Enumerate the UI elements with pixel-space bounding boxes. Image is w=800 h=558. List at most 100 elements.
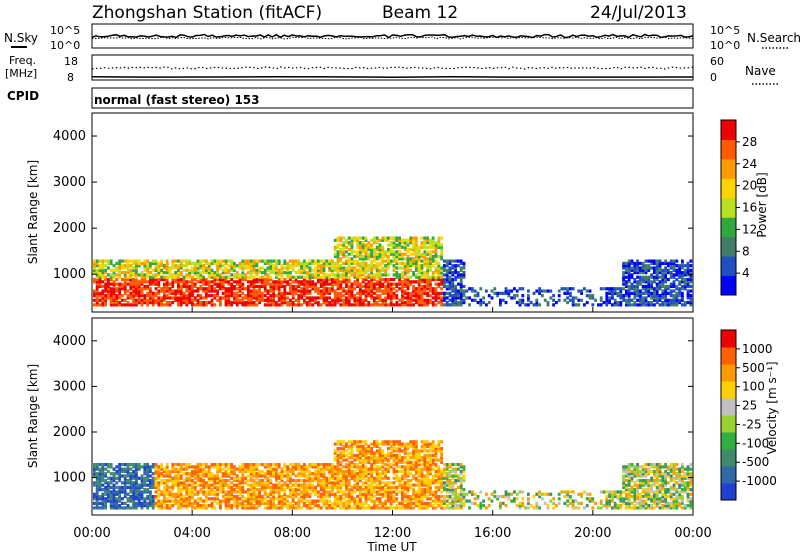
power-heatmap-cells — [93, 236, 692, 306]
power-cell — [295, 271, 298, 274]
velocity-cell — [379, 497, 382, 500]
velocity-cell — [376, 484, 379, 487]
velocity-cell — [110, 472, 113, 475]
power-cell — [387, 303, 390, 306]
power-cell — [138, 260, 141, 263]
power-cell — [625, 289, 628, 292]
power-cell — [323, 260, 326, 263]
power-cell — [488, 294, 491, 297]
power-cell — [575, 296, 578, 299]
velocity-cell — [309, 499, 312, 502]
power-cell — [398, 273, 401, 276]
power-cell — [202, 276, 205, 279]
power-cell — [421, 285, 424, 288]
velocity-cell — [351, 506, 354, 509]
velocity-cell — [292, 484, 295, 487]
power-cell — [642, 296, 645, 299]
power-cell — [351, 236, 354, 239]
power-cell — [384, 236, 387, 239]
power-cell — [373, 296, 376, 299]
velocity-cell — [115, 477, 118, 480]
power-cell — [443, 264, 446, 267]
power-cell — [152, 292, 155, 295]
power-cell — [328, 260, 331, 263]
power-cell — [129, 264, 132, 267]
power-cell — [247, 276, 250, 279]
power-cell — [107, 278, 110, 281]
power-cell — [255, 285, 258, 288]
power-cell — [673, 280, 676, 283]
nave-label: Nave — [745, 64, 776, 78]
power-cell — [401, 262, 404, 265]
power-cell — [362, 255, 365, 258]
power-cell — [334, 246, 337, 249]
power-cell — [118, 283, 121, 286]
velocity-cell — [230, 486, 233, 489]
velocity-cell — [194, 493, 197, 496]
velocity-heatmap-cells — [93, 440, 692, 509]
power-cell — [384, 250, 387, 253]
velocity-cell — [381, 477, 384, 480]
power-cell — [202, 287, 205, 290]
velocity-cell — [247, 474, 250, 477]
power-cell — [261, 266, 264, 269]
power-cell — [113, 269, 116, 272]
velocity-cell — [328, 490, 331, 493]
power-cell — [141, 262, 144, 265]
power-cell — [213, 271, 216, 274]
power-cell — [379, 269, 382, 272]
velocity-cell — [118, 486, 121, 489]
power-cell — [345, 255, 348, 258]
power-cell — [407, 276, 410, 279]
velocity-cell — [339, 484, 342, 487]
power-cell — [230, 273, 233, 276]
power-cell — [101, 260, 104, 263]
power-cell — [345, 246, 348, 249]
power-cell — [435, 287, 438, 290]
power-cell — [639, 266, 642, 269]
power-cell — [171, 289, 174, 292]
power-cell — [412, 236, 415, 239]
power-cell — [353, 266, 356, 269]
power-cell — [477, 301, 480, 304]
velocity-cell — [264, 502, 267, 505]
power-cell — [160, 276, 163, 279]
velocity-cell — [381, 481, 384, 484]
velocity-cell — [339, 461, 342, 464]
velocity-cell — [292, 479, 295, 482]
power-cell — [426, 257, 429, 260]
velocity-cell — [146, 502, 149, 505]
velocity-cell — [393, 440, 396, 443]
power-cell — [636, 303, 639, 306]
power-cell — [247, 260, 250, 263]
velocity-cell — [104, 486, 107, 489]
power-cell — [339, 264, 342, 267]
power-cell — [197, 299, 200, 302]
power-cell — [317, 260, 320, 263]
power-cell — [443, 273, 446, 276]
velocity-cell — [258, 488, 261, 491]
velocity-cell — [365, 479, 368, 482]
velocity-cell — [272, 468, 275, 471]
power-cell — [297, 276, 300, 279]
power-cell — [488, 301, 491, 304]
velocity-cell — [303, 502, 306, 505]
velocity-cell — [415, 477, 418, 480]
date-title: 24/Jul/2013 — [590, 3, 687, 23]
velocity-cell — [281, 468, 284, 471]
power-cell — [667, 262, 670, 265]
velocity-cell — [373, 499, 376, 502]
velocity-cell — [348, 461, 351, 464]
power-cell — [561, 287, 564, 290]
power-cell — [600, 296, 603, 299]
noise-right-tick-bottom: 10^0 — [710, 39, 740, 52]
velocity-cell — [183, 463, 186, 466]
power-cell — [603, 301, 606, 304]
power-cell — [689, 264, 692, 267]
power-cell — [516, 289, 519, 292]
power-cell — [169, 266, 172, 269]
power-cell — [415, 236, 418, 239]
power-cell — [303, 299, 306, 302]
